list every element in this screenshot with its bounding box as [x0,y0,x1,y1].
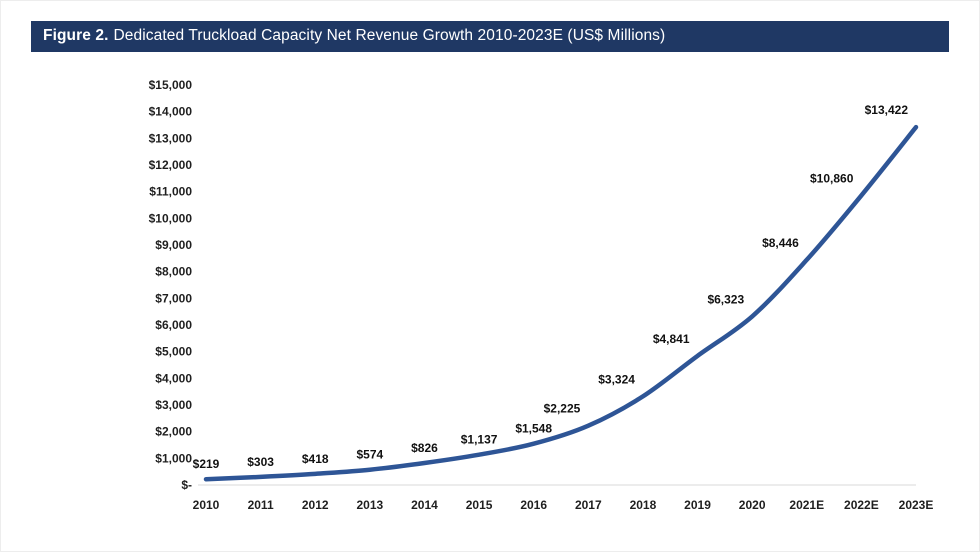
svg-text:$11,000: $11,000 [149,185,192,199]
svg-text:2013: 2013 [356,498,383,512]
svg-text:$10,000: $10,000 [149,211,193,225]
revenue-line [203,124,919,482]
svg-text:2018: 2018 [630,498,657,512]
svg-text:$2,225: $2,225 [544,402,581,416]
svg-text:$14,000: $14,000 [149,105,193,119]
svg-text:$3,324: $3,324 [598,372,635,386]
svg-text:$5,000: $5,000 [155,345,192,359]
svg-text:2021E: 2021E [789,498,824,512]
svg-text:$7,000: $7,000 [155,291,192,305]
svg-text:2022E: 2022E [844,498,879,512]
svg-text:$1,000: $1,000 [155,451,192,465]
svg-text:$3,000: $3,000 [155,398,192,412]
svg-text:$6,323: $6,323 [707,292,744,306]
svg-text:$12,000: $12,000 [149,158,193,172]
svg-text:$8,446: $8,446 [762,236,799,250]
svg-text:$4,000: $4,000 [155,371,192,385]
svg-text:2012: 2012 [302,498,329,512]
svg-text:$418: $418 [302,452,329,466]
svg-text:$4,841: $4,841 [653,332,690,346]
chart-area: $- $1,000 $2,000 $3,000 $4,000 $5,000 $6,000 $7… [36,60,979,537]
svg-text:$8,000: $8,000 [155,265,192,279]
figure-label: Figure 2. [43,27,109,44]
x-axis-labels: 2010 2011 2012 2013 2014 2015 2016 2017 2018 2019… [193,498,934,512]
svg-text:2023E: 2023E [899,498,934,512]
svg-text:$574: $574 [356,448,383,462]
svg-text:$9,000: $9,000 [155,238,192,252]
svg-text:$13,000: $13,000 [149,131,193,145]
svg-text:$826: $826 [411,441,438,455]
figure-title: Dedicated Truckload Capacity Net Revenue… [113,27,666,44]
svg-text:2015: 2015 [466,498,493,512]
svg-text:2020: 2020 [739,498,766,512]
svg-text:$219: $219 [193,457,220,471]
svg-text:$2,000: $2,000 [155,425,192,439]
svg-text:$303: $303 [247,455,274,469]
svg-text:2014: 2014 [411,498,438,512]
y-axis-ticks: $- $1,000 $2,000 $3,000 $4,000 $5,000 $6,000 $7… [149,78,193,492]
svg-text:2016: 2016 [520,498,547,512]
svg-text:$6,000: $6,000 [155,318,192,332]
revenue-line-chart: $- $1,000 $2,000 $3,000 $4,000 $5,000 $6,000 $7… [149,78,934,512]
svg-text:2011: 2011 [248,498,274,512]
svg-text:$1,548: $1,548 [515,422,552,436]
svg-text:$13,422: $13,422 [865,103,909,117]
svg-text:$-: $- [181,478,192,492]
svg-text:$10,860: $10,860 [810,171,854,185]
svg-text:$15,000: $15,000 [149,78,193,92]
svg-text:2017: 2017 [575,498,602,512]
data-labels: $219 $303 $418 $574 $826 $1,137 $1,548 $2,225 $3… [193,103,909,471]
svg-text:2010: 2010 [193,498,220,512]
figure-header: Figure 2. Dedicated Truckload Capacity Ne… [31,21,949,52]
svg-text:$1,137: $1,137 [461,433,498,447]
svg-text:2019: 2019 [684,498,711,512]
